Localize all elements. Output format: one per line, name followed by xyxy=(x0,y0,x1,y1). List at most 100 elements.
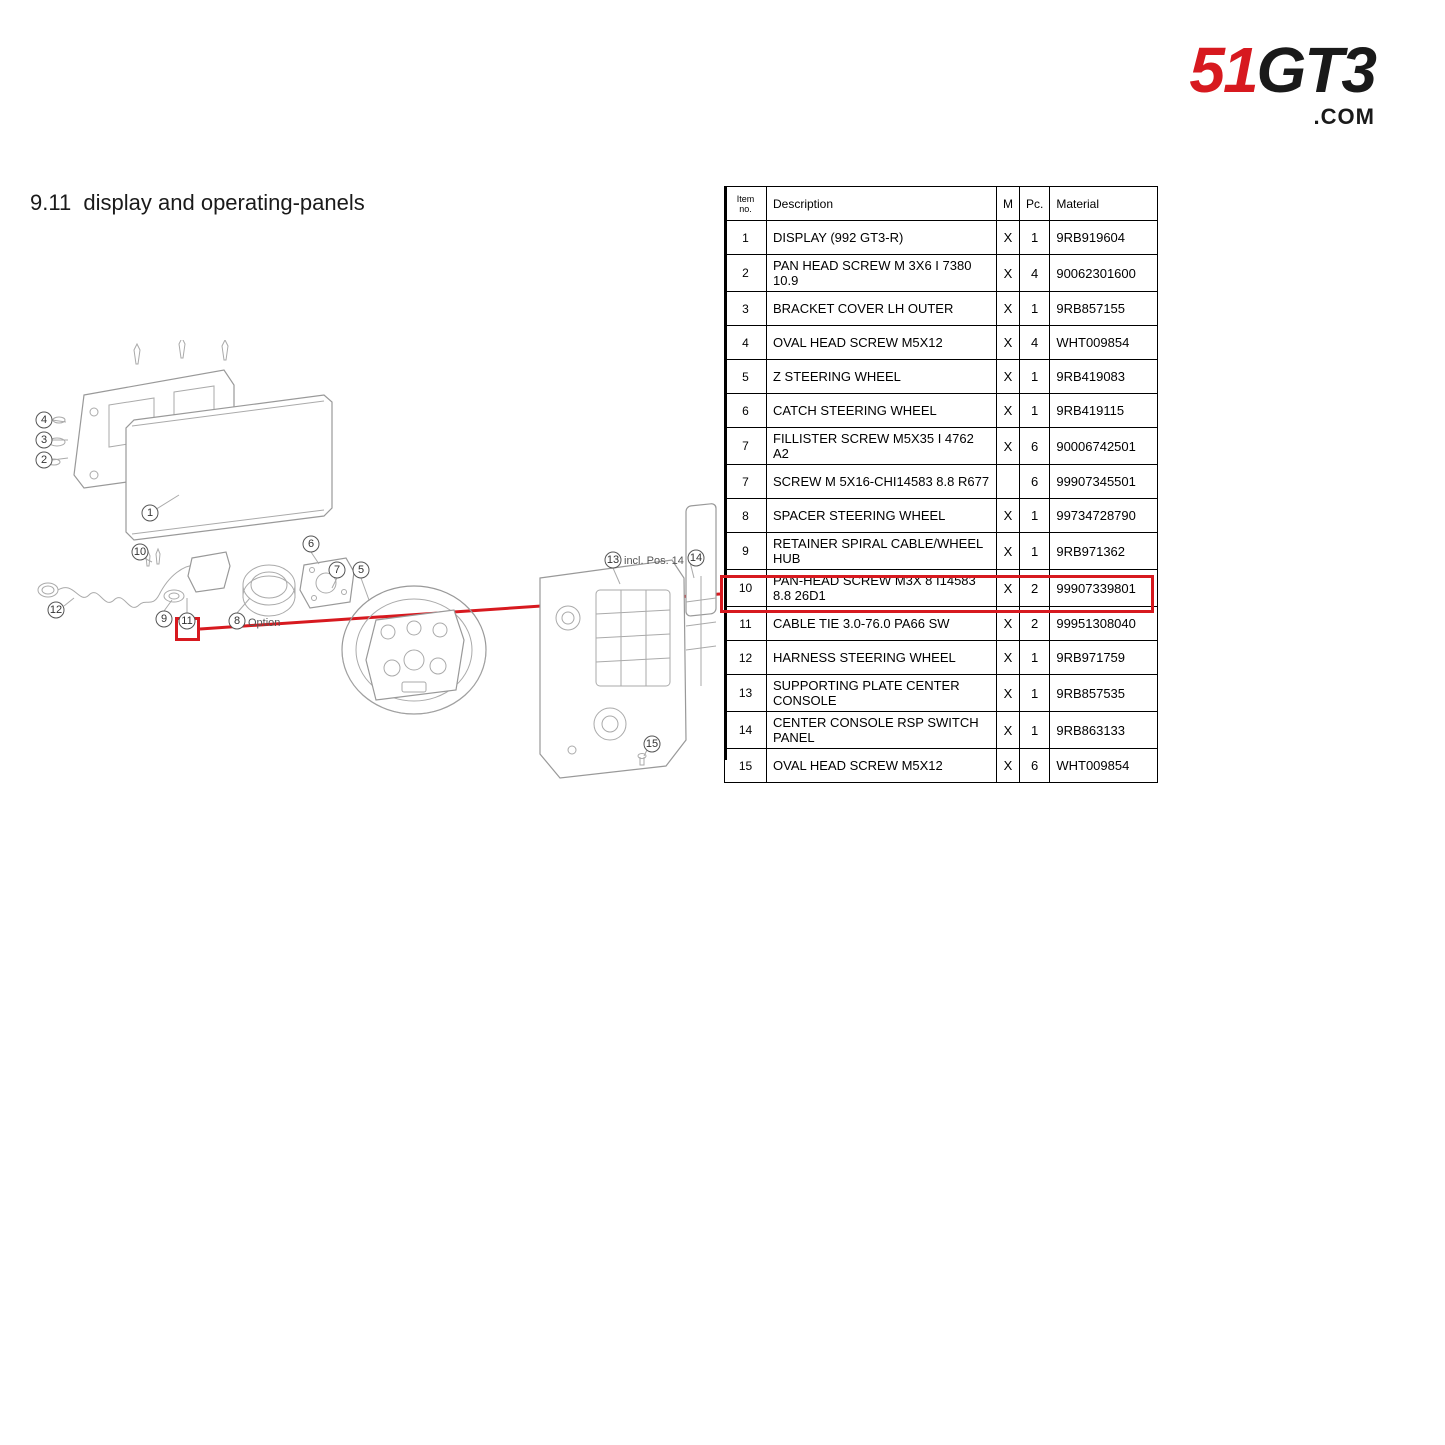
cell-pc: 1 xyxy=(1020,360,1050,394)
table-header-row: Item no. Description M Pc. Material xyxy=(725,187,1158,221)
cell-m: X xyxy=(997,221,1020,255)
cell-pc: 1 xyxy=(1020,641,1050,675)
catch-plate xyxy=(300,558,354,608)
cell-desc: SPACER STEERING WHEEL xyxy=(767,499,997,533)
table-row: 2PAN HEAD SCREW M 3X6 I 7380 10.9X490062… xyxy=(725,255,1158,292)
cell-m: X xyxy=(997,641,1020,675)
cell-pc: 2 xyxy=(1020,607,1050,641)
cell-desc: OVAL HEAD SCREW M5X12 xyxy=(767,326,997,360)
table-row: 14CENTER CONSOLE RSP SWITCH PANELX19RB86… xyxy=(725,712,1158,749)
table-row: 7FILLISTER SCREW M5X35 I 4762 A2X6900067… xyxy=(725,428,1158,465)
callout-number-3: 3 xyxy=(41,434,47,446)
callout-number-1: 1 xyxy=(147,507,153,519)
cell-pc: 1 xyxy=(1020,675,1050,712)
table-row: 7SCREW M 5X16-CHI14583 8.8 R677699907345… xyxy=(725,465,1158,499)
callout-number-8: 8 xyxy=(234,615,240,627)
logo-main: 51GT3 xyxy=(1189,38,1375,102)
cell-m xyxy=(997,465,1020,499)
cell-m: X xyxy=(997,712,1020,749)
cell-desc: SUPPORTING PLATE CENTER CONSOLE xyxy=(767,675,997,712)
cell-mat: 90006742501 xyxy=(1050,428,1158,465)
cell-desc: DISPLAY (992 GT3-R) xyxy=(767,221,997,255)
cell-item: 8 xyxy=(725,499,767,533)
cell-m: X xyxy=(997,292,1020,326)
table-row: 3BRACKET COVER LH OUTERX19RB857155 xyxy=(725,292,1158,326)
cell-mat: 90062301600 xyxy=(1050,255,1158,292)
spacer-ring xyxy=(243,565,295,616)
cell-mat: 99907339801 xyxy=(1050,570,1158,607)
cell-item: 13 xyxy=(725,675,767,712)
cell-pc: 1 xyxy=(1020,533,1050,570)
cell-item: 5 xyxy=(725,360,767,394)
console-plate xyxy=(540,560,686,778)
cell-mat: 99907345501 xyxy=(1050,465,1158,499)
callout-number-9: 9 xyxy=(161,613,167,625)
section-title: 9.11 display and operating-panels xyxy=(30,190,365,216)
cell-item: 7 xyxy=(725,465,767,499)
cell-m: X xyxy=(997,255,1020,292)
table-row: 8SPACER STEERING WHEELX199734728790 xyxy=(725,499,1158,533)
cell-pc: 4 xyxy=(1020,255,1050,292)
cell-m: X xyxy=(997,326,1020,360)
cell-desc: PAN HEAD SCREW M 3X6 I 7380 10.9 xyxy=(767,255,997,292)
cell-mat: 9RB919604 xyxy=(1050,221,1158,255)
cell-desc: HARNESS STEERING WHEEL xyxy=(767,641,997,675)
callout-number-14: 14 xyxy=(690,552,702,564)
harness-cable xyxy=(38,565,196,607)
callout-number-2: 2 xyxy=(41,454,47,466)
table-row: 9RETAINER SPIRAL CABLE/WHEEL HUBX19RB971… xyxy=(725,533,1158,570)
callout-number-12: 12 xyxy=(50,604,62,616)
cell-item: 11 xyxy=(725,607,767,641)
cell-mat: 9RB971759 xyxy=(1050,641,1158,675)
cell-desc: RETAINER SPIRAL CABLE/WHEEL HUB xyxy=(767,533,997,570)
cell-mat: 9RB863133 xyxy=(1050,712,1158,749)
cell-m: X xyxy=(997,360,1020,394)
hub-small-parts xyxy=(146,549,230,613)
exploded-diagram: Option incl. Pos. 14 1234567891011121314… xyxy=(24,340,724,860)
cell-desc: CATCH STEERING WHEEL xyxy=(767,394,997,428)
cell-mat: 9RB419115 xyxy=(1050,394,1158,428)
cell-mat: 9RB857155 xyxy=(1050,292,1158,326)
cell-m: X xyxy=(997,570,1020,607)
switch-panel xyxy=(686,503,716,686)
logo-text-51: 51 xyxy=(1189,34,1256,106)
parts-tbody: 1DISPLAY (992 GT3-R)X19RB9196042PAN HEAD… xyxy=(725,221,1158,783)
table-row: 1DISPLAY (992 GT3-R)X19RB919604 xyxy=(725,221,1158,255)
table-row: 15OVAL HEAD SCREW M5X12X6WHT009854 xyxy=(725,749,1158,783)
cell-m: X xyxy=(997,428,1020,465)
cell-desc: CABLE TIE 3.0-76.0 PA66 SW xyxy=(767,607,997,641)
cell-mat: 9RB857535 xyxy=(1050,675,1158,712)
callout-number-11: 11 xyxy=(181,615,192,627)
cell-m: X xyxy=(997,394,1020,428)
display-shape xyxy=(126,395,332,540)
table-row: 6CATCH STEERING WHEELX19RB419115 xyxy=(725,394,1158,428)
table-row: 11CABLE TIE 3.0-76.0 PA66 SWX29995130804… xyxy=(725,607,1158,641)
cell-item: 12 xyxy=(725,641,767,675)
cell-item: 7 xyxy=(725,428,767,465)
table-row: 4OVAL HEAD SCREW M5X12X4WHT009854 xyxy=(725,326,1158,360)
cell-pc: 2 xyxy=(1020,570,1050,607)
cell-mat: WHT009854 xyxy=(1050,326,1158,360)
cell-desc: FILLISTER SCREW M5X35 I 4762 A2 xyxy=(767,428,997,465)
callout-number-15: 15 xyxy=(646,738,658,750)
section-number: 9.11 xyxy=(30,190,71,215)
incl-label: incl. Pos. 14 xyxy=(624,555,684,567)
cell-item: 14 xyxy=(725,712,767,749)
cell-m: X xyxy=(997,675,1020,712)
th-pc: Pc. xyxy=(1020,187,1050,221)
cell-item: 15 xyxy=(725,749,767,783)
steering-wheel xyxy=(342,586,486,714)
callout-number-13: 13 xyxy=(607,554,619,566)
cell-pc: 6 xyxy=(1020,465,1050,499)
callout-number-7: 7 xyxy=(334,564,340,576)
cell-pc: 1 xyxy=(1020,394,1050,428)
th-item: Item no. xyxy=(725,187,767,221)
cell-mat: 99951308040 xyxy=(1050,607,1158,641)
callout-number-6: 6 xyxy=(308,538,314,550)
cell-mat: 9RB419083 xyxy=(1050,360,1158,394)
th-desc: Description xyxy=(767,187,997,221)
logo-suffix: .COM xyxy=(1189,104,1375,130)
option-label: Option xyxy=(248,617,280,629)
cell-m: X xyxy=(997,749,1020,783)
cell-item: 6 xyxy=(725,394,767,428)
